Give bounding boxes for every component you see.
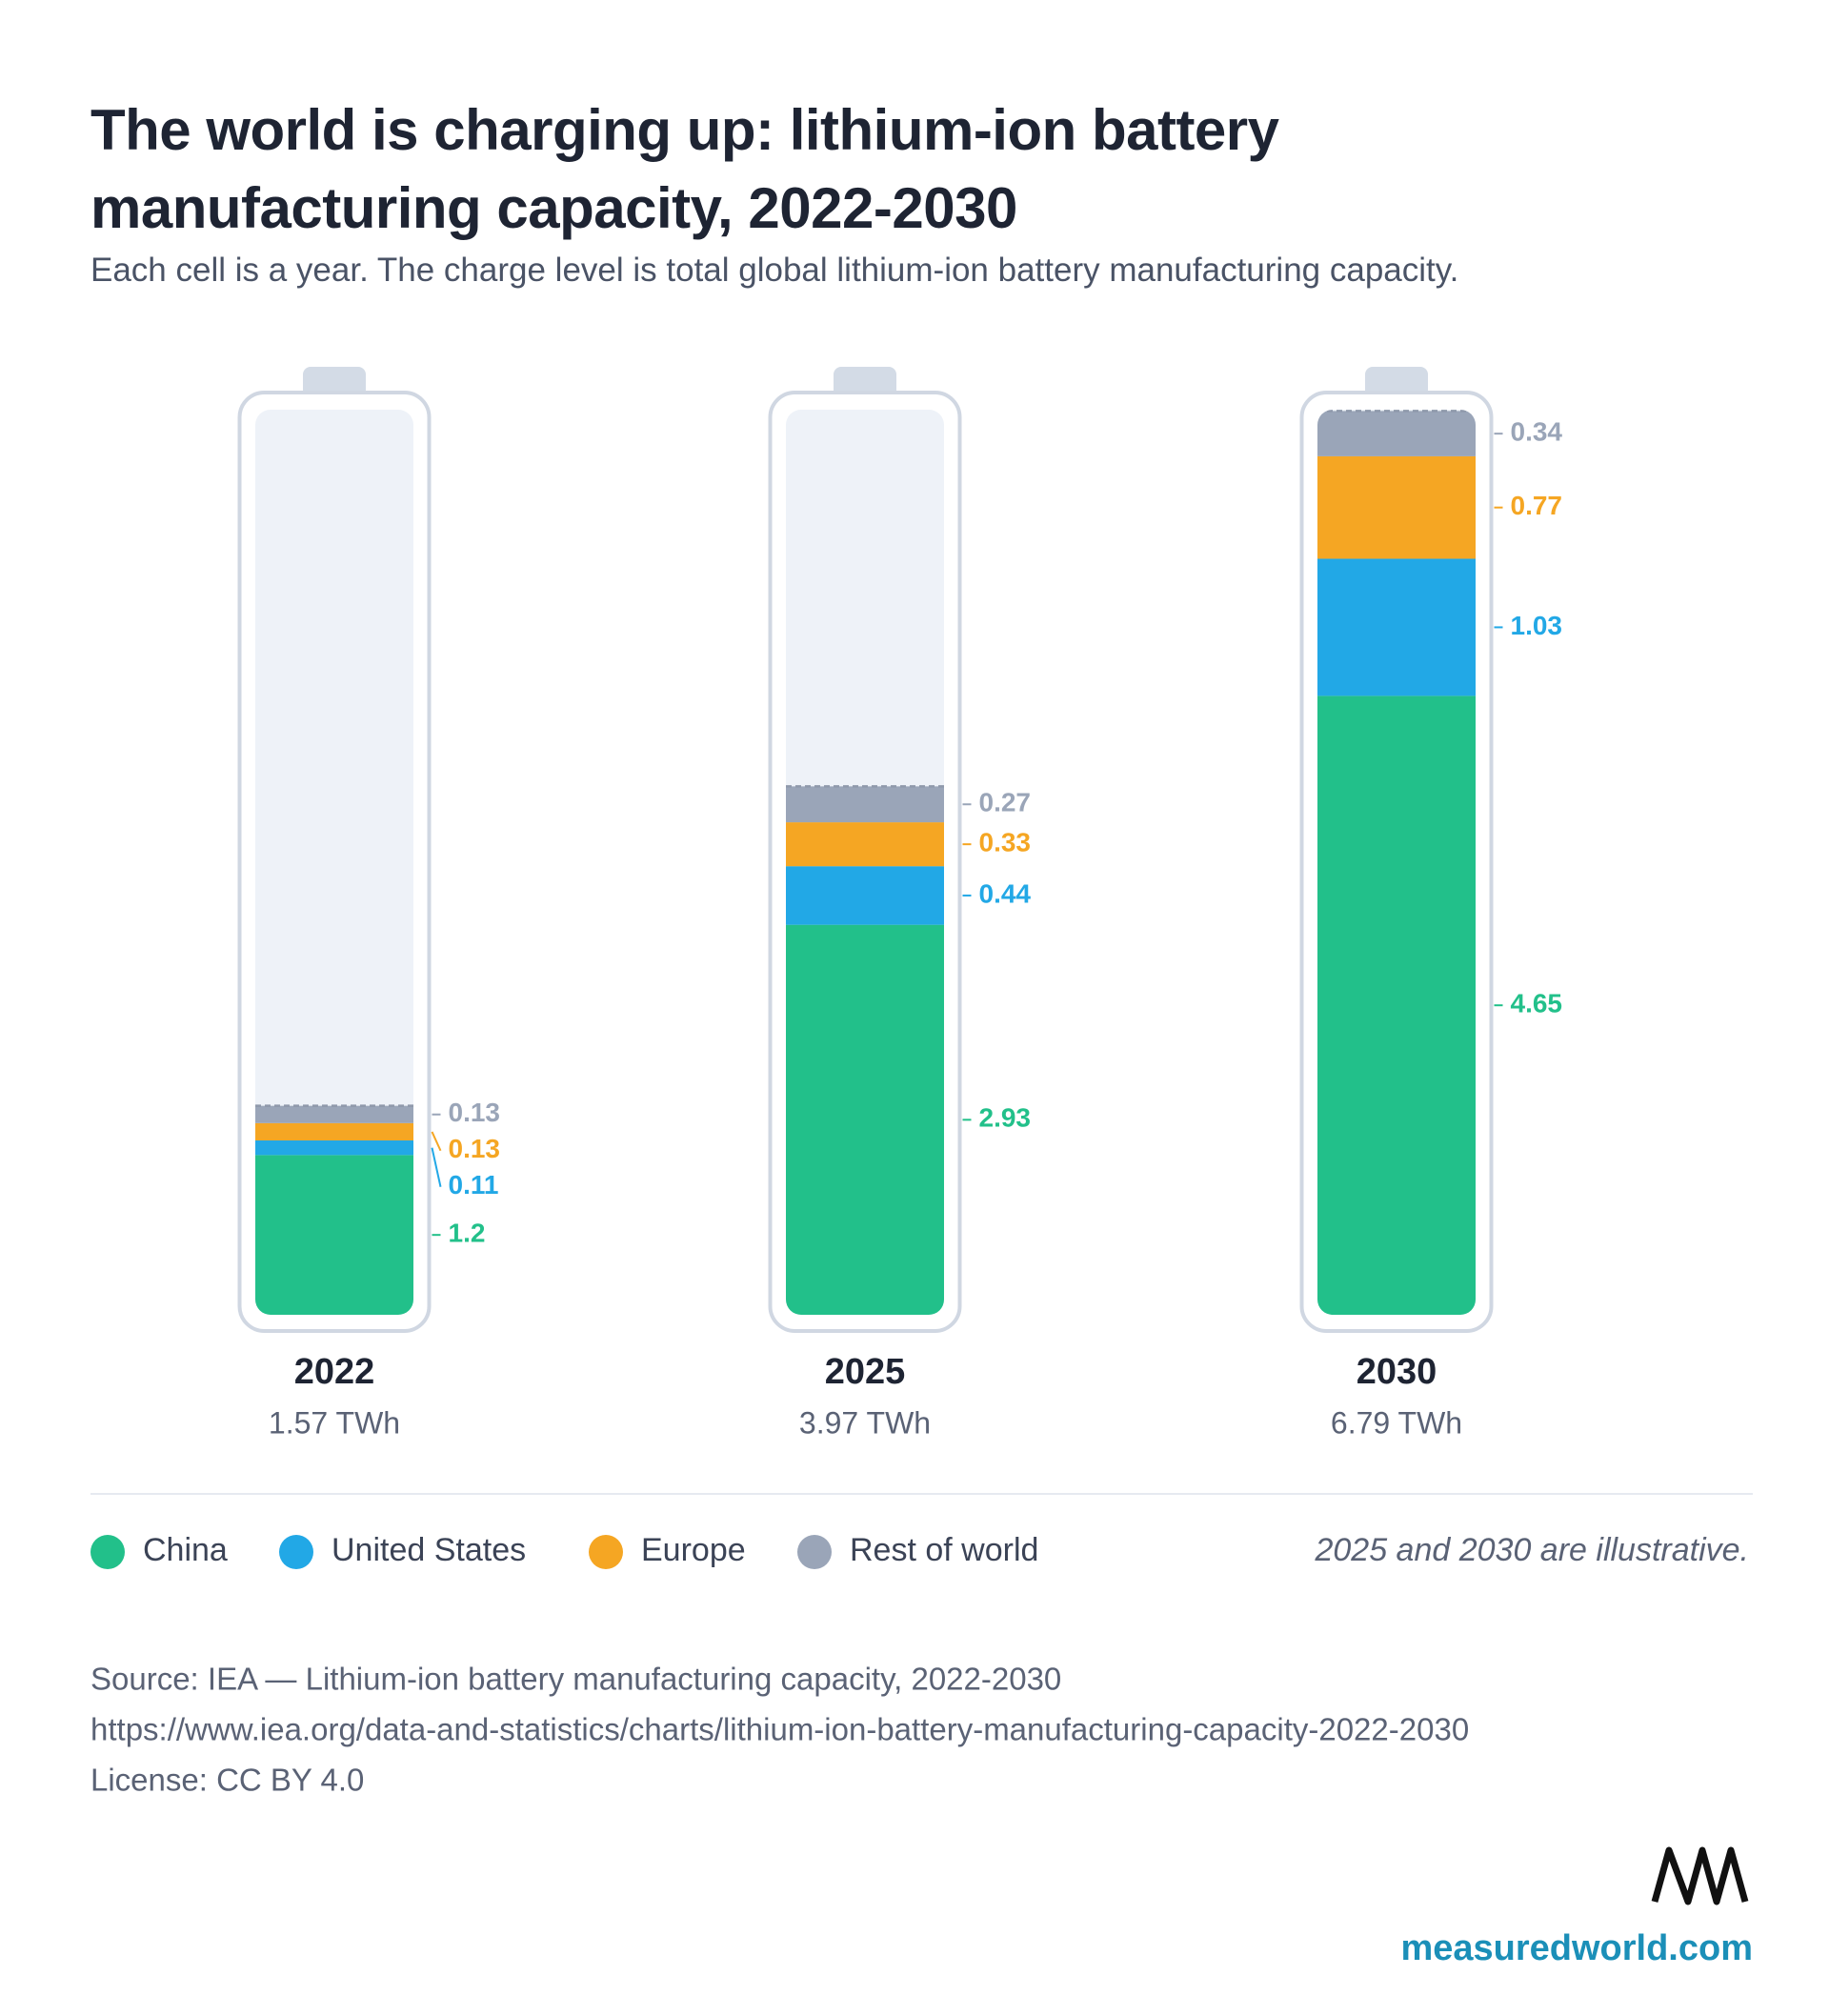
bar-segment <box>1317 696 1476 1315</box>
total-label: 6.79 TWh <box>1331 1405 1462 1440</box>
bar-segment <box>786 822 944 867</box>
bar-segment <box>1317 558 1476 696</box>
battery-fill <box>255 1104 413 1315</box>
note: 2025 and 2030 are illustrative. <box>1314 1532 1749 1568</box>
bar-segment <box>255 1122 413 1140</box>
legend-label: China <box>143 1532 228 1568</box>
legend-swatch <box>797 1535 832 1569</box>
battery-fill <box>1317 410 1476 1315</box>
data-label: 0.34 <box>1511 417 1563 447</box>
brand: measuredworld.com <box>1400 1928 1753 1968</box>
x-tick-label: 2025 <box>825 1352 906 1392</box>
license: License: CC BY 4.0 <box>90 1763 364 1798</box>
bar-segment <box>786 786 944 823</box>
data-label: 4.65 <box>1511 989 1563 1018</box>
bar-segment <box>1317 455 1476 559</box>
source-url: https://www.iea.org/data-and-statistics/… <box>90 1712 1469 1747</box>
data-label: 0.44 <box>979 878 1032 908</box>
legend-swatch <box>589 1535 623 1569</box>
battery-empty <box>255 410 413 1315</box>
chart-subtitle: Each cell is a year. The charge level is… <box>90 252 1459 289</box>
data-label: 0.33 <box>979 828 1032 857</box>
data-label: 0.13 <box>449 1098 501 1127</box>
data-label: 1.2 <box>449 1219 486 1248</box>
x-tick-label: 2022 <box>294 1352 375 1392</box>
data-label: 0.77 <box>1511 491 1563 520</box>
legend-label: Europe <box>641 1532 746 1568</box>
x-tick-label: 2030 <box>1357 1352 1437 1392</box>
source: Source: IEA — Lithium-ion battery manufa… <box>90 1662 1061 1697</box>
data-label: 0.11 <box>449 1170 499 1200</box>
data-label: 1.03 <box>1511 611 1563 640</box>
data-label: 0.27 <box>979 788 1032 817</box>
bar-segment <box>786 866 944 925</box>
legend-swatch <box>279 1535 313 1569</box>
battery-cap <box>303 367 366 397</box>
total-label: 3.97 TWh <box>799 1405 931 1440</box>
data-label: 0.13 <box>449 1134 501 1163</box>
bar-segment <box>255 1105 413 1123</box>
total-label: 1.57 TWh <box>269 1405 400 1440</box>
battery-fill <box>786 785 944 1315</box>
battery-cap <box>834 367 896 397</box>
legend-label: United States <box>332 1532 526 1568</box>
label-connector <box>431 1131 442 1152</box>
bar-segment <box>1317 411 1476 456</box>
bar-segment <box>786 924 944 1315</box>
legend-swatch <box>90 1535 125 1569</box>
label-connector <box>431 1147 442 1187</box>
data-label: 2.93 <box>979 1103 1032 1133</box>
bar-segment <box>255 1139 413 1156</box>
logo <box>1651 1846 1749 1905</box>
bar-segment <box>255 1155 413 1315</box>
battery-cap <box>1365 367 1428 397</box>
legend-label: Rest of world <box>850 1532 1038 1568</box>
chart-title: The world is charging up: lithium-ion ba… <box>90 98 1279 240</box>
